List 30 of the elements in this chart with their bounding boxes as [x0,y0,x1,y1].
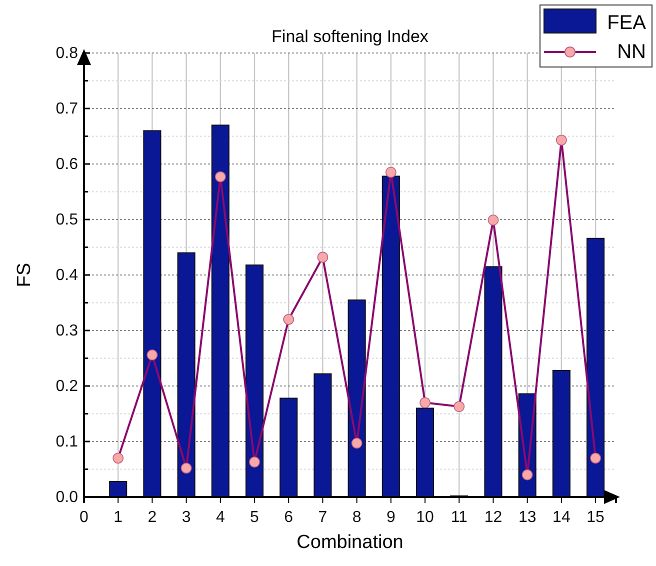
x-tick-label: 9 [386,509,396,526]
y-tick-label: 0.2 [56,378,78,396]
x-tick-label: 1 [114,509,123,526]
x-tick-label: 12 [484,509,502,526]
x-tick-label: 7 [318,509,328,526]
x-tick-label: 5 [250,509,260,526]
y-tick-label: 0.5 [56,212,78,229]
y-axis-title: FS [14,262,35,288]
y-tick-label: 0.1 [56,434,78,451]
x-tick-label: 11 [450,509,468,526]
x-tick-label: 4 [216,509,225,526]
y-tick-label: 0.0 [56,489,78,506]
x-tick-label: 3 [182,509,191,526]
legend-label: NN [617,41,646,63]
y-tick-label: 0.8 [56,45,78,62]
x-tick-label: 8 [352,509,362,526]
y-tick-label: 0.3 [56,322,78,340]
x-axis-title: Combination [296,532,404,553]
x-tick-label: 0 [80,509,89,526]
x-tick-label: 13 [518,509,536,526]
y-tick-label: 0.4 [56,267,78,284]
y-tick-label: 0.6 [56,156,78,174]
x-tick-label: 15 [586,509,605,526]
y-tick-label: 0.7 [56,100,78,118]
x-tick-label: 2 [148,509,157,526]
x-tick-label: 14 [552,509,570,526]
chart-title: Final softening Index [272,27,429,46]
x-tick-label: 10 [416,509,434,526]
legend-label: FEA [607,12,647,34]
x-tick-label: 6 [284,509,294,526]
